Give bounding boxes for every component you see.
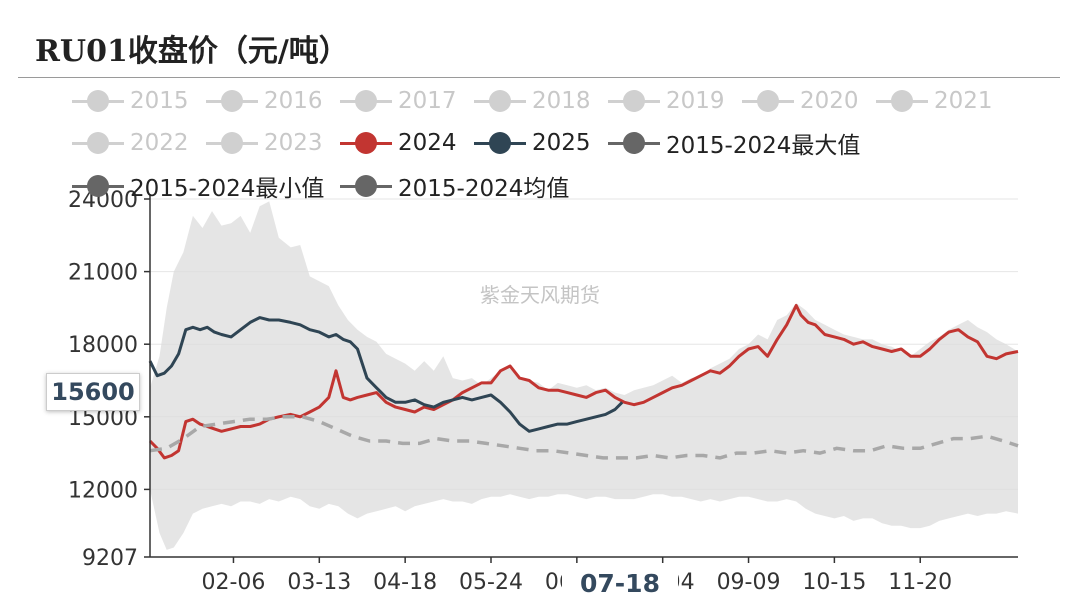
legend-marker-icon (474, 128, 526, 158)
legend-label: 2015-2024最小值 (130, 176, 325, 202)
legend-item-2018[interactable]: 2018 (474, 86, 591, 116)
y-tick-label: 12000 (68, 478, 138, 503)
x-tick-label: 11-20 (888, 570, 952, 595)
legend-label: 2015-2024均值 (398, 176, 570, 202)
legend-label: 2020 (800, 88, 859, 114)
x-tick-label: 04-18 (373, 570, 437, 595)
legend-item-2024[interactable]: 2024 (340, 128, 457, 158)
max-min-band (150, 201, 1018, 550)
x-tick-label: 03-13 (287, 570, 351, 595)
watermark: 紫金天风期货 (480, 283, 600, 307)
series-line-2025 (148, 316, 624, 433)
legend-label: 2016 (264, 88, 323, 114)
legend-item-2016[interactable]: 2016 (206, 86, 323, 116)
series-line-2015-2024均值 (149, 415, 1019, 460)
legend-label: 2017 (398, 88, 457, 114)
legend-item-2021[interactable]: 2021 (876, 86, 993, 116)
legend-label: 2022 (130, 130, 189, 156)
legend-item-2023[interactable]: 2023 (206, 128, 323, 158)
legend-item-2025[interactable]: 2025 (474, 128, 591, 158)
x-tick-label: 05-24 (459, 570, 523, 595)
legend-marker-icon (608, 128, 660, 158)
legend-marker-icon (608, 86, 660, 116)
y-tick-label: 18000 (68, 333, 138, 358)
legend-item-2015[interactable]: 2015 (72, 86, 189, 116)
legend-label: 2015-2024最大值 (666, 133, 861, 159)
legend-label: 2015 (130, 88, 189, 114)
legend: 2015 2016 2017 2018 2019 2020 2021 2022 … (0, 84, 1080, 204)
legend-marker-icon (72, 86, 124, 116)
legend-marker-icon (474, 86, 526, 116)
legend-item-2020[interactable]: 2020 (742, 86, 859, 116)
legend-marker-icon (72, 128, 124, 158)
legend-label: 2025 (532, 130, 591, 156)
axis-pointer-x-label: 07-18 (562, 564, 678, 602)
x-tick-label: 02-06 (201, 570, 265, 595)
legend-item-min[interactable]: 2015-2024最小值 (72, 171, 325, 202)
series-line-2024 (148, 304, 1019, 460)
legend-label: 2018 (532, 88, 591, 114)
legend-item-2017[interactable]: 2017 (340, 86, 457, 116)
legend-label: 2023 (264, 130, 323, 156)
legend-marker-icon (340, 171, 392, 201)
axis-pointer-y-label: 15600 (46, 373, 140, 411)
x-tick-label: 10-15 (802, 570, 866, 595)
title-divider (18, 77, 1060, 78)
legend-marker-icon (206, 128, 258, 158)
y-tick-label: 21000 (68, 261, 138, 286)
legend-marker-icon (742, 86, 794, 116)
legend-label: 2024 (398, 130, 457, 156)
legend-label: 2019 (666, 88, 725, 114)
legend-marker-icon (340, 128, 392, 158)
legend-marker-icon (72, 171, 124, 201)
chart-title: RU01收盘价（元/吨） (35, 34, 349, 69)
y-tick-label: 9207 (82, 546, 138, 571)
x-tick-label: 09-09 (717, 570, 781, 595)
legend-marker-icon (340, 86, 392, 116)
legend-item-mean[interactable]: 2015-2024均值 (340, 171, 570, 202)
legend-label: 2021 (934, 88, 993, 114)
legend-marker-icon (876, 86, 928, 116)
legend-item-max[interactable]: 2015-2024最大值 (608, 128, 861, 159)
legend-item-2019[interactable]: 2019 (608, 86, 725, 116)
legend-marker-icon (206, 86, 258, 116)
legend-item-2022[interactable]: 2022 (72, 128, 189, 158)
